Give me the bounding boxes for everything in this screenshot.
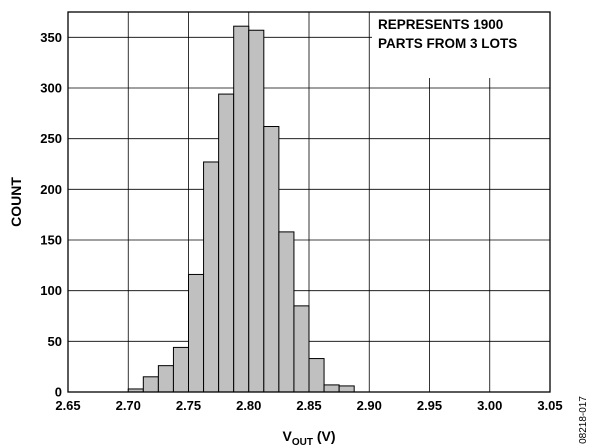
y-tick-label: 300 bbox=[40, 81, 62, 96]
y-tick-label: 100 bbox=[40, 283, 62, 298]
x-tick-label: 2.75 bbox=[176, 398, 201, 413]
histogram-bars bbox=[127, 25, 355, 393]
y-tick-label: 150 bbox=[40, 233, 62, 248]
histogram-bar bbox=[218, 93, 235, 393]
histogram-bar bbox=[338, 385, 355, 393]
gridlines bbox=[67, 12, 551, 393]
histogram-bar bbox=[293, 305, 310, 393]
annotation-line-1: REPRESENTS 1900 bbox=[378, 17, 503, 32]
x-axis-title-main: V bbox=[282, 428, 292, 444]
x-tick-label: 2.90 bbox=[357, 398, 382, 413]
histogram-bar bbox=[157, 365, 174, 393]
x-tick-label: 3.00 bbox=[477, 398, 502, 413]
x-tick-label: 2.80 bbox=[236, 398, 261, 413]
y-tick-label: 200 bbox=[40, 182, 62, 197]
x-axis-title-unit: (V) bbox=[313, 428, 336, 444]
histogram-bar bbox=[263, 126, 280, 393]
histogram-bar bbox=[188, 273, 205, 393]
histogram-bar bbox=[172, 346, 189, 393]
histogram-bar bbox=[203, 161, 220, 393]
x-tick-label: 3.05 bbox=[537, 398, 562, 413]
y-tick-label: 0 bbox=[55, 385, 62, 400]
annotation-background bbox=[372, 11, 550, 78]
x-tick-label: 2.65 bbox=[55, 398, 80, 413]
histogram-bar bbox=[308, 358, 325, 393]
histogram-bar bbox=[323, 384, 340, 393]
y-axis-title: COUNT bbox=[8, 177, 24, 227]
y-tick-label: 250 bbox=[40, 131, 62, 146]
x-tick-label: 2.95 bbox=[417, 398, 442, 413]
histogram-bar bbox=[142, 376, 159, 393]
x-tick-label: 2.70 bbox=[116, 398, 141, 413]
annotation-line-2: PARTS FROM 3 LOTS bbox=[378, 36, 517, 51]
x-axis-title: VOUT (V) bbox=[282, 428, 335, 448]
y-tick-label: 50 bbox=[48, 334, 62, 349]
figure-id-label: 08218-017 bbox=[578, 396, 589, 444]
x-axis-title-subscript: OUT bbox=[292, 437, 313, 448]
histogram-bar bbox=[248, 29, 265, 393]
y-tick-labels: 0 50 100 150 200 250 300 350 bbox=[40, 30, 62, 400]
y-tick-label: 350 bbox=[40, 30, 62, 45]
annotation-box: REPRESENTS 1900 PARTS FROM 3 LOTS bbox=[372, 11, 550, 78]
plot-area-frame bbox=[67, 11, 551, 393]
histogram-bar bbox=[278, 231, 295, 393]
x-tick-labels: 2.65 2.70 2.75 2.80 2.85 2.90 2.95 3.00 3.05 bbox=[55, 398, 562, 413]
x-tick-label: 2.85 bbox=[296, 398, 321, 413]
histogram-bar bbox=[233, 25, 250, 393]
